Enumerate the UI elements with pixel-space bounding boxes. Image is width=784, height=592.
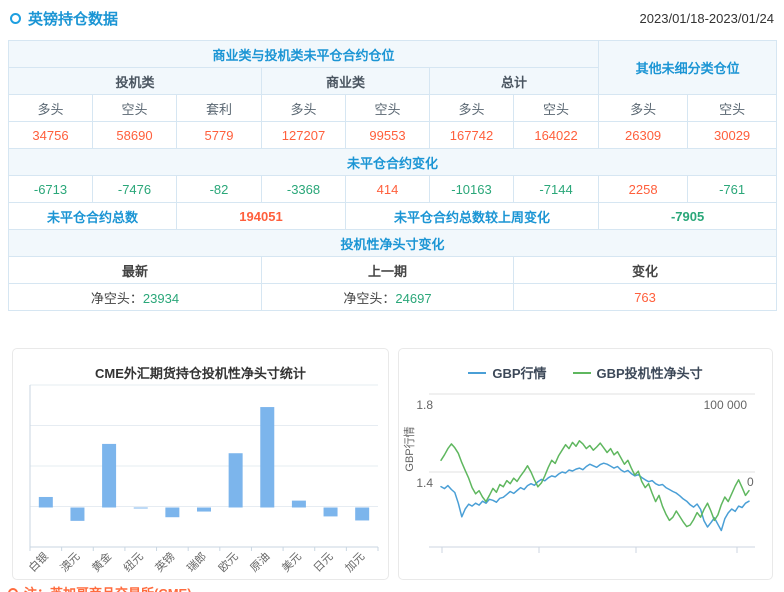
svg-text:欧元: 欧元 bbox=[216, 550, 241, 575]
table-row-group-headers: 商业类与投机类未平仓合约仓位 其他未细分类仓位 bbox=[7, 40, 778, 95]
svg-text:0: 0 bbox=[747, 475, 754, 489]
svg-text:黄金: 黄金 bbox=[89, 549, 114, 574]
header-commercial: 商业类 bbox=[261, 67, 430, 95]
open-interest-change-header: 未平仓合约变化 bbox=[7, 148, 778, 176]
net-latest-label: 净空头： bbox=[90, 290, 143, 306]
title-wrap: 英镑持仓数据 bbox=[10, 8, 118, 29]
table-cell: 空头 bbox=[687, 94, 778, 122]
positions-table: 商业类与投机类未平仓合约仓位 其他未细分类仓位 投机类 商业类 总计 多头 空头套… bbox=[7, 40, 778, 311]
total-open-interest-label: 未平仓合约总数 bbox=[8, 202, 177, 230]
net-latest-header: 最新 bbox=[8, 256, 262, 284]
table-cell: 164022 bbox=[512, 121, 600, 149]
total-change-label: 未平仓合约总数较上周变化 bbox=[344, 202, 600, 230]
table-cell: -3368 bbox=[261, 175, 346, 203]
table-cell: 58690 bbox=[92, 121, 177, 149]
table-row-net-header: 投机性净头寸变化 bbox=[7, 229, 778, 257]
header-speculative: 投机类 bbox=[8, 67, 262, 95]
table-cell: 多头 bbox=[261, 94, 346, 122]
svg-text:瑞郎: 瑞郎 bbox=[184, 549, 209, 574]
legend-label: GBP行情 bbox=[492, 366, 547, 381]
legend-label: GBP投机性净头寸 bbox=[596, 366, 703, 381]
table-cell: -7144 bbox=[512, 175, 600, 203]
net-previous-cell: 净空头：24697 bbox=[261, 283, 514, 311]
svg-text:1.8: 1.8 bbox=[416, 398, 433, 412]
svg-text:1.4: 1.4 bbox=[416, 476, 433, 490]
net-latest-cell: 净空头：23934 bbox=[8, 283, 262, 311]
table-cell: 空头 bbox=[512, 94, 600, 122]
note-text: 注：芝加哥商品交易所(CME) bbox=[24, 583, 192, 592]
date-range: 2023/01/18-2023/01/24 bbox=[639, 10, 774, 26]
bullet-circle-icon bbox=[10, 12, 21, 24]
svg-text:澳元: 澳元 bbox=[58, 550, 83, 575]
table-row-category-headers: 投机类 商业类 总计 bbox=[8, 67, 777, 95]
table-row-changes: -6713 -7476 -82 -3368 414 -10163 -7144 2258 -761 bbox=[8, 175, 778, 203]
table-cell: -82 bbox=[176, 175, 262, 203]
table-cell: 127207 bbox=[261, 121, 346, 149]
table-cell: 26309 bbox=[598, 121, 689, 149]
svg-text:原油: 原油 bbox=[247, 549, 272, 574]
header-main-group: 商业类与投机类未平仓合约仓位 bbox=[7, 40, 600, 68]
net-change-header: 变化 bbox=[512, 256, 778, 284]
net-previous-header: 上一期 bbox=[261, 256, 514, 284]
note-circle-icon bbox=[8, 587, 18, 592]
legend-line-icon bbox=[572, 371, 591, 374]
net-change-value: 763 bbox=[512, 283, 778, 311]
table-cell: 414 bbox=[345, 175, 430, 203]
svg-text:英镑: 英镑 bbox=[152, 549, 177, 574]
header: 英镑持仓数据 2023/01/18-2023/01/24 bbox=[0, 0, 784, 36]
table-cell: -761 bbox=[687, 175, 778, 203]
svg-text:加元: 加元 bbox=[343, 550, 368, 575]
line-chart: 1.8 1.4 100 000 0 GBP行情 bbox=[403, 393, 755, 553]
net-previous-value: 24697 bbox=[395, 290, 432, 306]
table-cell: 30029 bbox=[687, 121, 778, 149]
table-cell: 多头 bbox=[598, 94, 689, 122]
svg-text:GBP行情: GBP行情 bbox=[403, 426, 416, 471]
table-row-change-header: 未平仓合约变化 bbox=[7, 148, 778, 176]
table-row-net-values: 净空头：23934 净空头：24697 763 bbox=[8, 283, 778, 311]
table-cell: 5779 bbox=[176, 121, 262, 149]
total-change-value: -7905 bbox=[598, 202, 778, 230]
table-cell: 空头 bbox=[345, 94, 430, 122]
total-open-interest-value: 194051 bbox=[176, 202, 346, 230]
svg-text:纽元: 纽元 bbox=[120, 549, 145, 574]
table-cell: -7476 bbox=[92, 175, 177, 203]
legend-item-gbp-price[interactable]: GBP行情 bbox=[468, 363, 547, 382]
bar-chart-title: CME外汇期货持仓投机性净头寸统计 bbox=[95, 366, 306, 381]
table-cell: 多头 bbox=[429, 94, 514, 122]
header-other-group: 其他未细分类仓位 bbox=[598, 40, 778, 95]
legend-item-gbp-net-position[interactable]: GBP投机性净头寸 bbox=[572, 363, 703, 382]
table-cell: -10163 bbox=[429, 175, 514, 203]
bar-chart: 白银 澳元 黄金 纽元 英镑 瑞郎 欧元 原油 美元 日元 加元 bbox=[25, 384, 379, 575]
svg-text:美元: 美元 bbox=[279, 550, 304, 575]
table-row-side-headers: 多头 空头 套利 多头 空头 多头 空头 多头 空头 bbox=[8, 94, 778, 122]
table-cell: 167742 bbox=[429, 121, 514, 149]
net-previous-label: 净空头： bbox=[343, 290, 396, 306]
header-total: 总计 bbox=[428, 67, 600, 95]
svg-text:100 000: 100 000 bbox=[704, 398, 748, 412]
table-cell: 2258 bbox=[598, 175, 689, 203]
page-title: 英镑持仓数据 bbox=[28, 10, 119, 28]
net-position-change-header: 投机性净头寸变化 bbox=[7, 229, 778, 257]
table-row-totals: 未平仓合约总数 194051 未平仓合约总数较上周变化 -7905 bbox=[8, 202, 778, 230]
svg-text:白银: 白银 bbox=[25, 549, 50, 574]
table-cell: 空头 bbox=[92, 94, 177, 122]
table-row-positions: 34756 58690 5779 127207 99553 167742 164022 263… bbox=[8, 121, 778, 149]
line-chart-legend: GBP行情 GBP投机性净头寸 bbox=[399, 363, 772, 382]
bar-chart-panel: CME外汇期货持仓投机性净头寸统计 白银 澳元 黄金 纽元 英镑 瑞郎 欧元 原油 美元 日元 加元 bbox=[12, 348, 389, 580]
net-latest-value: 23934 bbox=[142, 290, 180, 306]
table-cell: -6713 bbox=[8, 175, 93, 203]
line-chart-panel: GBP行情 GBP投机性净头寸 1.8 1.4 100 000 0 GBP行情 bbox=[398, 348, 773, 580]
footer-note: 注：芝加哥商品交易所(CME) bbox=[8, 583, 192, 592]
table-cell: 99553 bbox=[345, 121, 430, 149]
table-cell: 多头 bbox=[8, 94, 93, 122]
table-cell: 34756 bbox=[8, 121, 93, 149]
table-row-net-col-headers: 最新 上一期 变化 bbox=[8, 256, 778, 284]
svg-text:日元: 日元 bbox=[312, 551, 336, 575]
legend-line-icon bbox=[468, 371, 487, 374]
table-cell: 套利 bbox=[176, 94, 262, 122]
